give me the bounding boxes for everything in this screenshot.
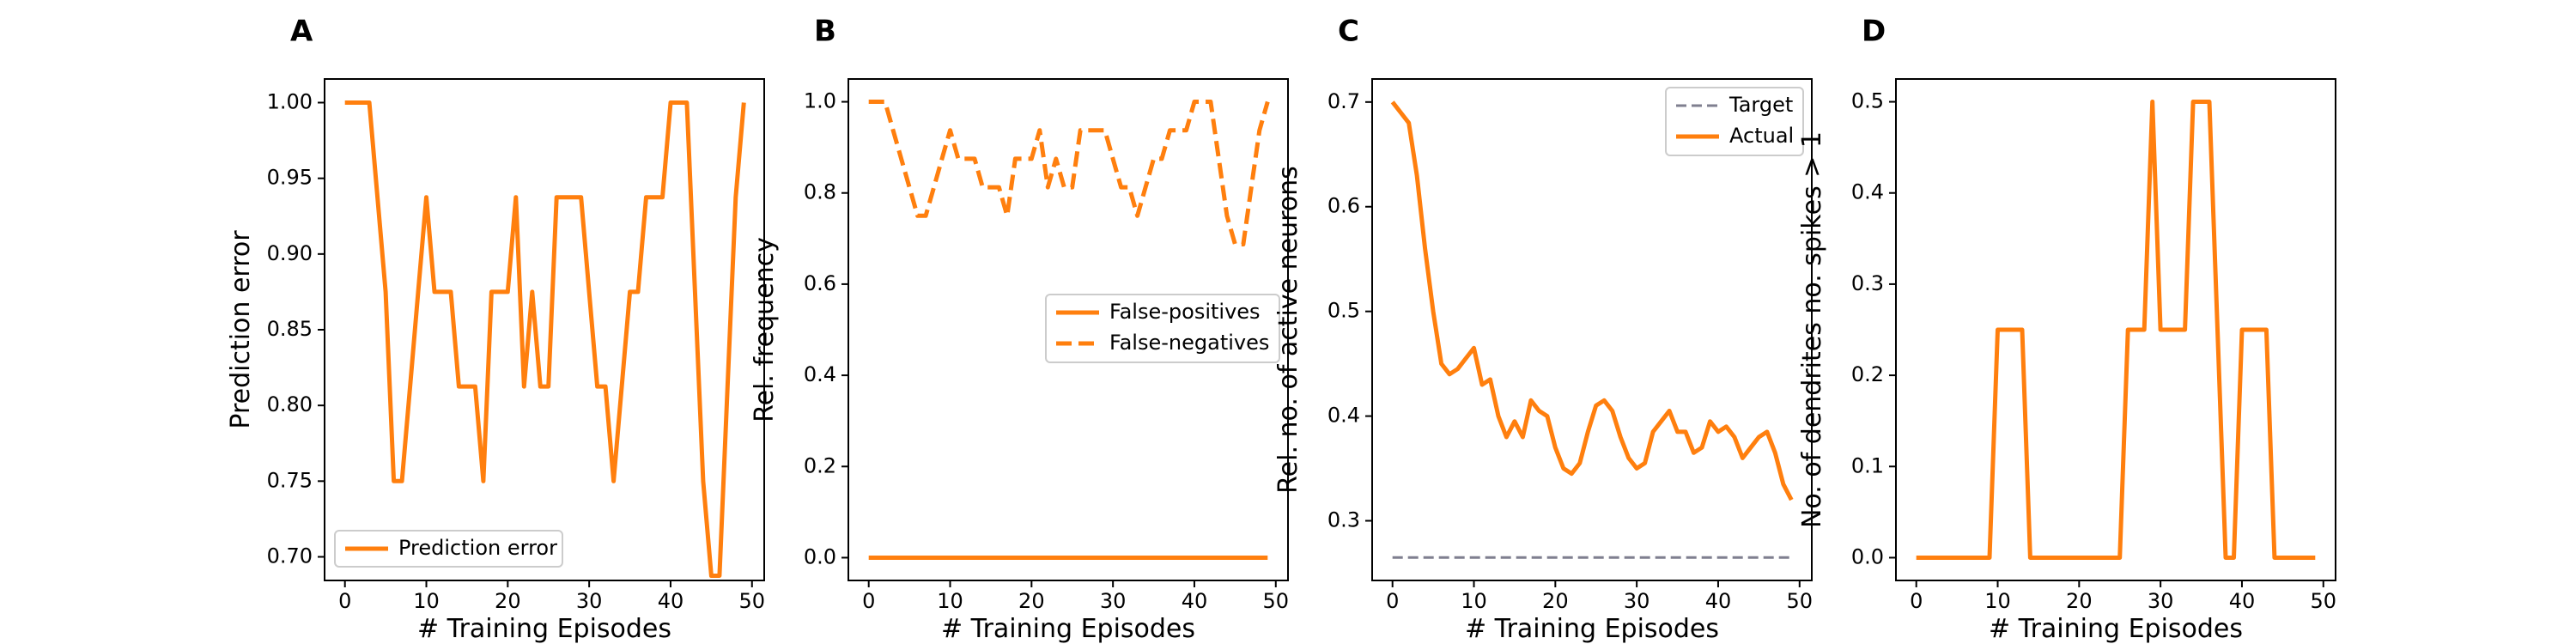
y-tick-label: 0.5 xyxy=(1851,89,1884,113)
y-tick-label: 0.6 xyxy=(804,271,836,295)
x-tick-label: 30 xyxy=(1100,589,1127,613)
series-line-values xyxy=(1916,100,2316,560)
x-tick-label: 20 xyxy=(495,589,521,613)
legend-label: False-negatives xyxy=(1109,331,1269,355)
y-axis-label: Rel. frequency xyxy=(750,237,780,422)
y-tick-label: 0.5 xyxy=(1327,299,1360,323)
legend-label: Target xyxy=(1728,93,1793,117)
x-tick-label: 10 xyxy=(937,589,963,613)
y-tick-label: 0.85 xyxy=(267,317,313,341)
x-tick-label: 30 xyxy=(576,589,603,613)
x-tick-label: 50 xyxy=(1787,589,1814,613)
x-tick-label: 20 xyxy=(1018,589,1045,613)
y-tick-label: 0.1 xyxy=(1851,453,1884,477)
x-tick-label: 40 xyxy=(1705,589,1732,613)
panel-letter: A xyxy=(290,15,313,49)
x-tick-label: 20 xyxy=(1542,589,1569,613)
x-tick-label: 0 xyxy=(338,589,351,613)
series-line-prediction-error xyxy=(344,100,746,578)
x-tick-label: 0 xyxy=(862,589,875,613)
panel-letter: D xyxy=(1862,15,1886,49)
y-tick-label: 0.95 xyxy=(267,166,313,190)
y-tick-label: 0.2 xyxy=(804,453,836,477)
y-tick-label: 0.70 xyxy=(267,544,313,568)
series-line-actual xyxy=(1390,100,1794,501)
y-tick-label: 0.8 xyxy=(804,180,836,204)
x-axis-label: # Training Episodes xyxy=(417,614,671,644)
legend: Prediction error xyxy=(334,530,563,568)
axes-frame xyxy=(848,78,1289,581)
x-tick-label: 30 xyxy=(2148,589,2174,613)
legend-label: Prediction error xyxy=(398,536,557,560)
legend-box xyxy=(1045,294,1280,363)
x-axis-label: # Training Episodes xyxy=(1989,614,2243,644)
x-tick-label: 10 xyxy=(1461,589,1487,613)
y-tick-label: 0.0 xyxy=(1851,544,1884,568)
legend-label: False-positives xyxy=(1109,300,1261,324)
x-tick-label: 50 xyxy=(1263,589,1290,613)
legend: False-positives False-negatives xyxy=(1045,294,1280,363)
y-tick-label: 1.0 xyxy=(804,89,836,113)
panel-a: A 0 10 20 30 40 50 0.70 0.75 0.80 0.85 0.90 0.95 1.00… xyxy=(226,15,765,644)
y-tick-label: 0.2 xyxy=(1851,362,1884,386)
x-tick-label: 50 xyxy=(739,589,766,613)
y-tick-label: 0.4 xyxy=(804,362,836,386)
y-tick-label: 0.4 xyxy=(1851,180,1884,204)
panel-letter: C xyxy=(1338,15,1359,49)
axes-frame xyxy=(1371,78,1813,581)
x-tick-label: 0 xyxy=(1386,589,1399,613)
y-tick-label: 0.80 xyxy=(267,392,313,416)
panel-d: D 0 10 20 30 40 50 0.0 0.1 0.2 0.3 0.4 0.5 # Training… xyxy=(1797,15,2336,644)
y-tick-label: 0.0 xyxy=(804,544,836,568)
y-tick-label: 0.3 xyxy=(1327,508,1360,532)
y-tick-label: 0.3 xyxy=(1851,271,1884,295)
y-axis-label: No. of dendrites no. spikes > 1 xyxy=(1797,131,1827,528)
panel-c: C 0 10 20 30 40 50 0.3 0.4 0.5 0.6 0.7 # Training Ep… xyxy=(1273,15,1813,644)
x-tick-label: 20 xyxy=(2066,589,2093,613)
x-tick-label: 0 xyxy=(1910,589,1923,613)
x-tick-label: 40 xyxy=(1182,589,1208,613)
x-axis-label: # Training Episodes xyxy=(941,614,1195,644)
y-tick-label: 0.75 xyxy=(267,468,313,492)
legend-box xyxy=(334,530,563,568)
panel-b: B 0 10 20 30 40 50 0.0 0.2 0.4 0.6 0.8 1.0 # Training… xyxy=(750,15,1289,644)
axes-frame xyxy=(1895,78,2336,581)
x-tick-label: 10 xyxy=(1984,589,2011,613)
panel-letter: B xyxy=(814,15,836,49)
x-tick-label: 10 xyxy=(413,589,440,613)
y-tick-label: 0.6 xyxy=(1327,194,1360,218)
x-tick-label: 30 xyxy=(1624,589,1650,613)
x-axis-label: # Training Episodes xyxy=(1465,614,1719,644)
series-line-false-negatives xyxy=(868,100,1270,246)
y-tick-label: 0.90 xyxy=(267,241,313,265)
y-tick-label: 1.00 xyxy=(267,90,313,114)
x-tick-label: 40 xyxy=(2229,589,2256,613)
legend-label: Actual xyxy=(1729,124,1794,148)
x-tick-label: 40 xyxy=(658,589,684,613)
y-axis-label: Rel. no. of active neurons xyxy=(1273,166,1303,494)
y-axis-label: Prediction error xyxy=(226,230,256,429)
y-tick-label: 0.4 xyxy=(1327,404,1360,428)
y-tick-label: 0.7 xyxy=(1327,89,1360,113)
legend: Target Actual xyxy=(1665,87,1804,156)
x-tick-label: 50 xyxy=(2311,589,2337,613)
